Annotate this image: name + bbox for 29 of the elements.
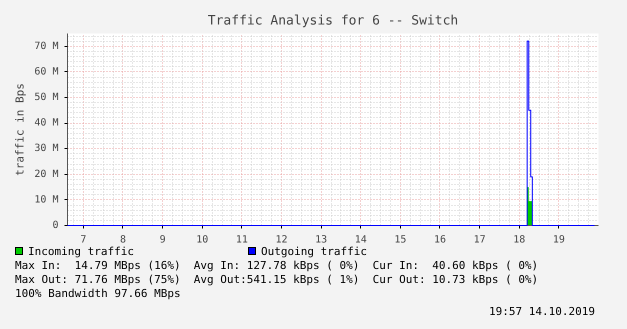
text: Max Out: 71.76 MBps (75%) Avg Out:541.15 kBps ( 1%) Cur Out: 10.73 kBps ( 0%) — [15, 273, 540, 287]
y-tick-label: 20 M — [34, 168, 59, 180]
y-tick-label: 60 M — [34, 66, 59, 78]
x-tick-label: 13 — [315, 234, 328, 246]
x-tick-label: 10 — [196, 234, 208, 246]
x-tick-label: 19 — [552, 234, 565, 246]
x-tick-label: 17 — [474, 234, 486, 246]
x-tick-label: 9 — [160, 234, 166, 246]
x-tick-label: 8 — [120, 234, 126, 246]
x-tick-label: 11 — [236, 234, 248, 246]
text: 100% Bandwidth 97.66 MBps — [15, 287, 182, 301]
y-axis-title: traffic in Bps — [13, 83, 26, 176]
y-tick-label: 0 — [52, 220, 59, 231]
x-tick-label: 7 — [80, 234, 86, 246]
y-tick-label: 70 M — [34, 40, 59, 52]
x-tick-label: 15 — [394, 234, 406, 246]
x-tick-label: 14 — [354, 234, 367, 246]
chart-title: Traffic Analysis for 6 -- Switch — [208, 14, 458, 28]
x-tick-label: 16 — [434, 234, 446, 246]
x-tick-label: 18 — [513, 234, 526, 246]
text: Max In: 14.79 MBps (16%) Avg In: 127.78 kBps ( 0%) Cur In: 40.60 kBps ( 0%) — [15, 259, 540, 273]
y-tick-label: 40 M — [34, 118, 59, 129]
x-tick-label: 12 — [275, 234, 288, 246]
y-tick-label: 50 M — [34, 92, 59, 103]
y-tick-label: 30 M — [34, 143, 59, 154]
y-tick-label: 10 M — [34, 194, 59, 206]
legend-label: Incoming traffic — [27, 245, 135, 259]
text: 19:57 14.10.2019 — [488, 305, 595, 319]
legend-label: Outgoing traffic — [260, 245, 368, 259]
